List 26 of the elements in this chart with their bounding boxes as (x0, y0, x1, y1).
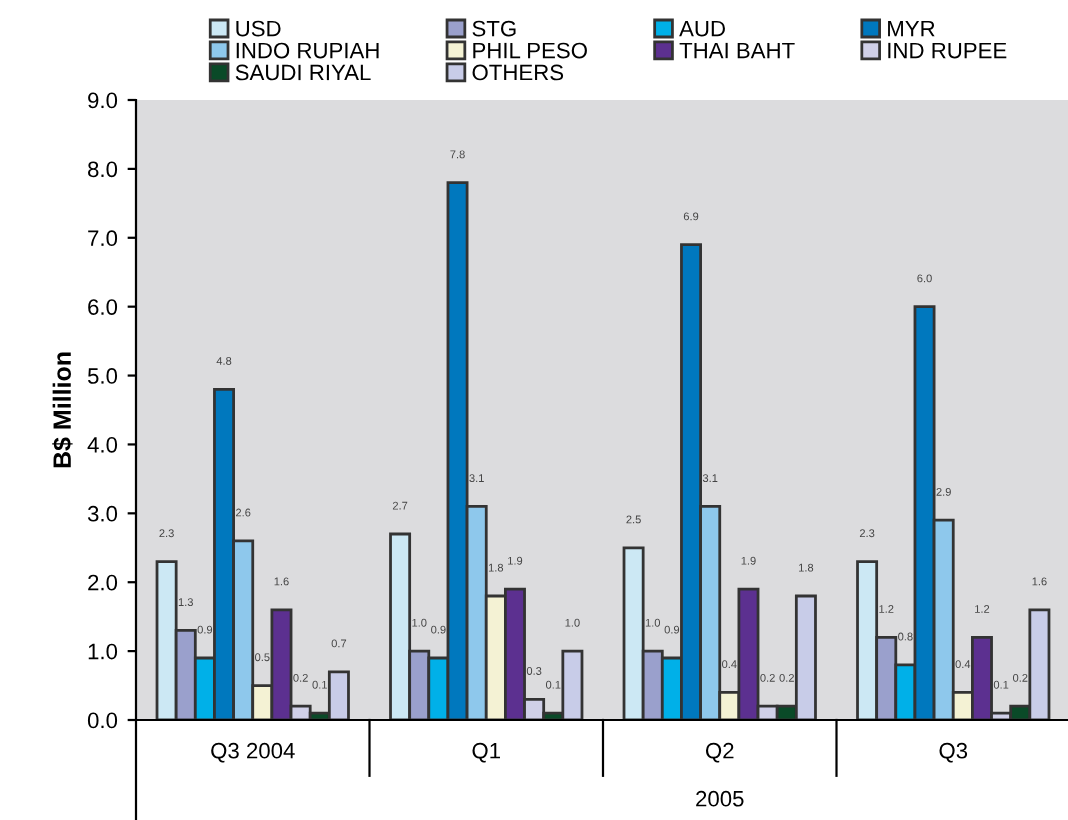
x-tick-label: Q3 (939, 742, 968, 763)
legend-label: THAI BAHT (679, 42, 795, 59)
y-tick-label: 2.0 (88, 574, 118, 591)
x-tick-label: Q3 2004 (211, 742, 295, 763)
y-tick-label: 7.0 (88, 230, 118, 247)
y-tick-label: 3.0 (87, 505, 118, 522)
legend-label: USD (236, 20, 281, 37)
legend-label: OTHERS (472, 64, 564, 81)
y-tick-label: 0.0 (87, 712, 118, 729)
y-axis-title: B$ Million (52, 352, 73, 468)
text: 2005 (696, 790, 744, 807)
y-tick-label: 8.0 (88, 161, 118, 178)
y-tick-label: 1.0 (88, 643, 118, 660)
legend-label: IND RUPEE (888, 42, 1007, 59)
y-tick-label: 9.0 (88, 92, 118, 109)
x-tick-label: Q2 (705, 742, 734, 763)
legend-label: STG (472, 20, 516, 37)
x-tick-label: Q1 (472, 742, 500, 763)
y-tick-label: 6.0 (88, 299, 118, 315)
legend-label: AUD (679, 20, 725, 37)
y-tick-label: 5.0 (87, 368, 118, 384)
legend-label: SAUDI RIYAL (235, 64, 371, 81)
legend-label: INDO RUPIAH (236, 42, 379, 59)
y-tick-label: 4.0 (87, 436, 118, 453)
legend-label: PHIL PESO (473, 42, 587, 59)
legend-label: MYR (888, 20, 935, 37)
